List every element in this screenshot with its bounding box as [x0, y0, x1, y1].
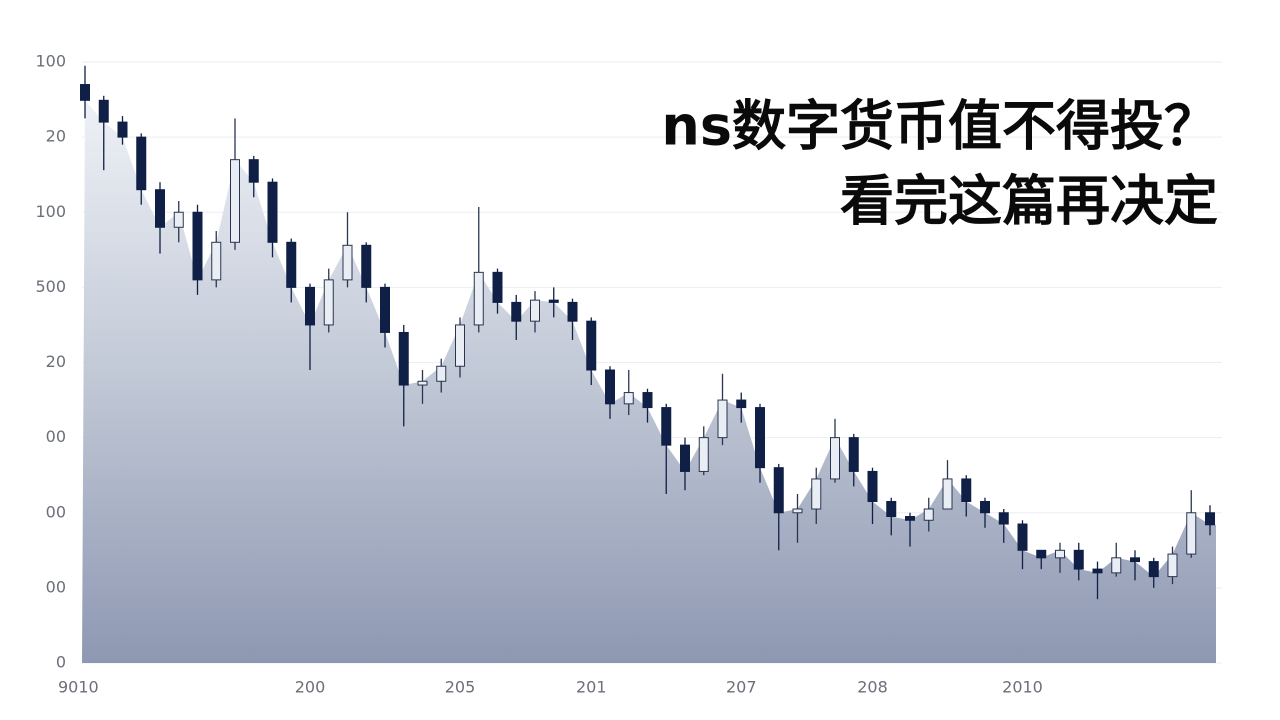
y-tick-label: 00 [46, 427, 66, 446]
y-tick-label: 100 [35, 52, 66, 71]
candle-body [492, 271, 503, 303]
x-tick-label: 200 [295, 678, 326, 697]
x-tick-label: 205 [445, 678, 476, 697]
candle-body [1148, 561, 1159, 578]
candle-body [773, 467, 784, 514]
candle-body [661, 407, 672, 446]
candle-body [117, 121, 128, 138]
x-tick-label: 201 [576, 678, 607, 697]
candle-body [173, 211, 184, 228]
candle-body [267, 181, 278, 243]
chart-title: ns数字货币值不得投？ [661, 95, 1218, 158]
y-tick-label: 00 [46, 502, 66, 521]
candle-body [473, 271, 484, 326]
candle-body [717, 399, 728, 439]
candle-body [980, 500, 990, 514]
candle-body [398, 331, 409, 386]
candle-body [380, 286, 390, 333]
y-tick-label: 100 [35, 202, 66, 221]
candle-body [361, 244, 372, 288]
candle-body [848, 437, 859, 472]
candle-body [211, 241, 222, 281]
candle-body [905, 516, 915, 521]
candle-body [755, 407, 765, 469]
x-tick-label: 9010 [58, 678, 99, 697]
candle-body [342, 244, 353, 281]
candle-body [417, 380, 428, 386]
candle-body [305, 286, 315, 326]
candle-body [811, 478, 822, 510]
candle-body [192, 211, 203, 281]
y-tick-label: 20 [46, 127, 66, 146]
candle-body [248, 159, 259, 183]
candle-body [1205, 512, 1215, 526]
candle-body [455, 324, 465, 367]
candle-body [605, 369, 615, 405]
candle-body [886, 500, 897, 518]
candle-body [586, 320, 597, 371]
candle-body [698, 437, 709, 472]
candle-body [530, 299, 540, 322]
candle-body [1186, 512, 1197, 555]
candle-body [923, 508, 934, 521]
x-tick-label: 208 [857, 678, 888, 697]
candle-body [286, 241, 297, 288]
x-tick-label: 2010 [1002, 678, 1043, 697]
candle-body [680, 444, 690, 472]
candle-body [792, 508, 803, 514]
candle-body [1111, 557, 1122, 574]
candle-body [436, 365, 447, 382]
y-tick-label: 500 [35, 277, 66, 296]
candle-body [98, 99, 109, 123]
candle-body [1036, 549, 1047, 559]
y-tick-label: 20 [46, 352, 66, 371]
candle-body [998, 512, 1009, 525]
candle-body [1130, 557, 1140, 563]
chart-title: 看完这篇再决定 [840, 170, 1218, 233]
candle-body [961, 478, 972, 502]
candle-body [155, 189, 165, 228]
area-layer [82, 100, 1216, 664]
y-tick-label: 0 [56, 653, 66, 672]
candle-body [736, 399, 747, 409]
candle-body [511, 301, 522, 322]
candle-body [623, 392, 634, 405]
candle-body [323, 279, 334, 326]
candle-body [80, 84, 90, 101]
candle-body [1055, 549, 1065, 559]
candle-body [230, 159, 240, 243]
candle-body [830, 437, 840, 480]
candle-body [642, 392, 653, 409]
candle-body [867, 470, 878, 502]
candle-body [548, 299, 559, 303]
y-tick-label: 00 [46, 577, 66, 596]
candle-body [1017, 523, 1028, 551]
candle-body [1167, 553, 1178, 578]
candles [80, 65, 1215, 600]
candle-body [1073, 549, 1084, 570]
candle-body [567, 301, 578, 322]
x-tick-label: 207 [726, 678, 757, 697]
candle-body [942, 478, 953, 510]
candle-body [136, 136, 147, 191]
price-area [82, 100, 1216, 664]
candle-body [1092, 568, 1103, 574]
